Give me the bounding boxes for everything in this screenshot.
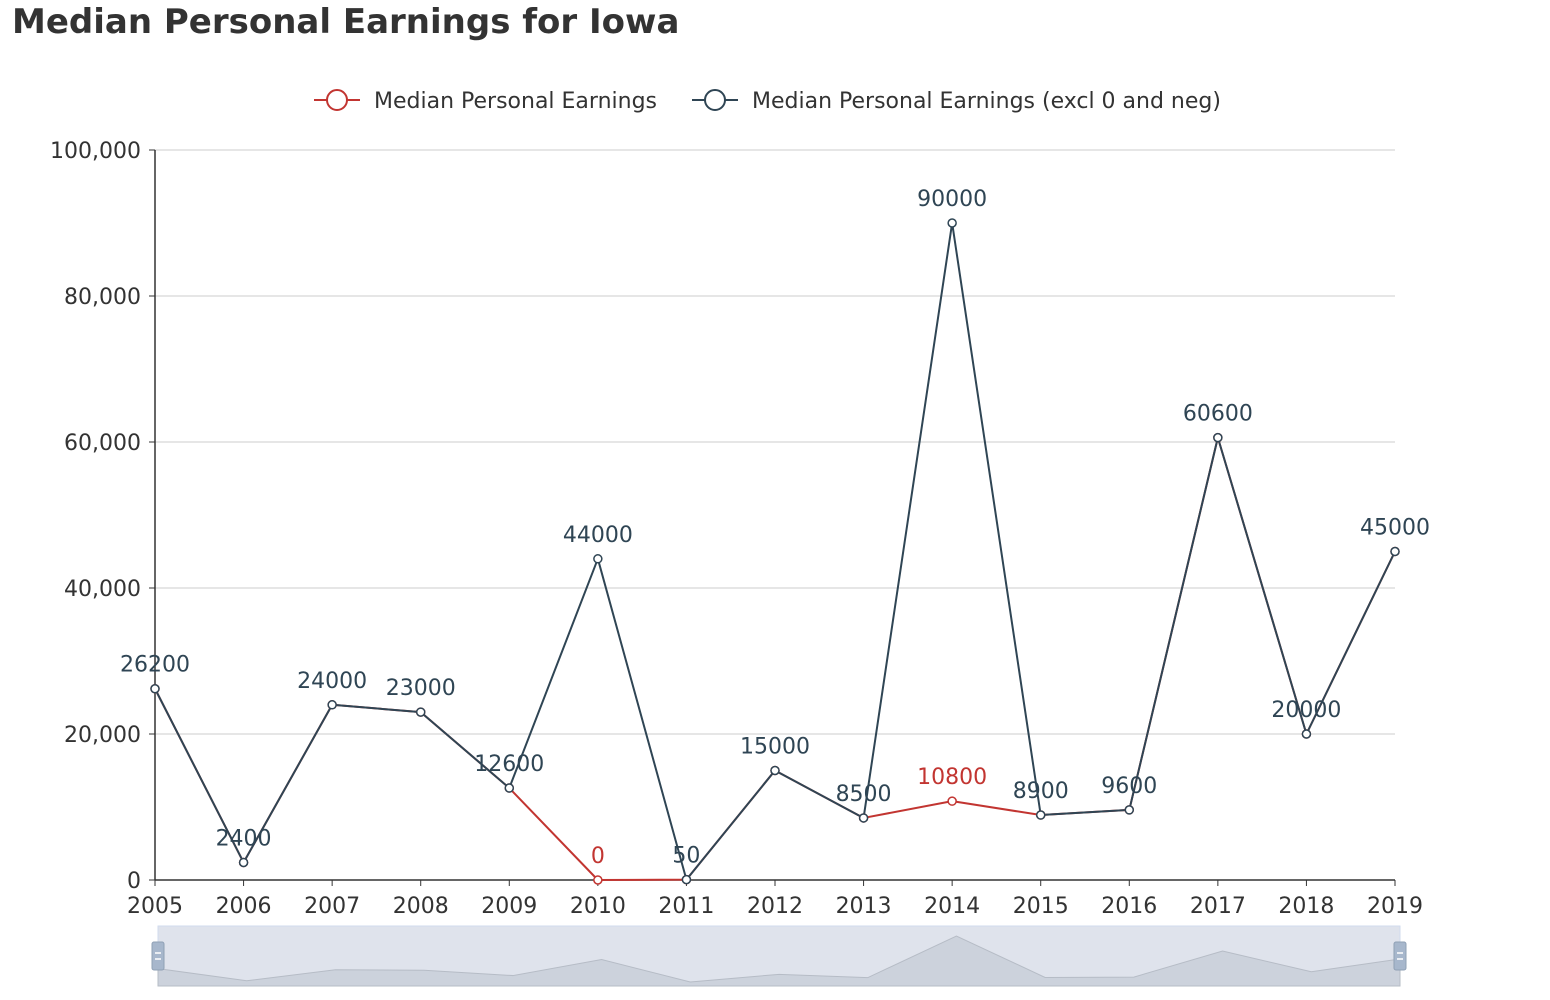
x-tick-label: 2015 (1013, 894, 1069, 919)
data-point (947, 796, 957, 806)
y-tick-label: 60,000 (64, 431, 141, 456)
data-label: 23000 (386, 676, 456, 701)
y-tick-label: 80,000 (64, 285, 141, 310)
zoom-preview-area (157, 935, 1401, 987)
handle-grip (1393, 941, 1407, 971)
series-layer (150, 218, 1400, 885)
data-zoom-slider[interactable] (151, 925, 1407, 987)
data-point (770, 765, 780, 776)
data-point (1390, 546, 1400, 557)
x-tick-label: 2010 (570, 894, 626, 919)
legend[interactable]: Median Personal Earnings Median Personal … (314, 89, 1221, 114)
y-tick-label: 100,000 (50, 139, 141, 164)
data-label: 50 (672, 844, 700, 869)
y-tick-label: 20,000 (64, 723, 141, 748)
data-label: 44000 (563, 523, 633, 548)
data-label: 8900 (1013, 779, 1069, 804)
data-point (415, 707, 426, 717)
legend-label: Median Personal Earnings (excl 0 and neg… (752, 89, 1221, 114)
y-tick-label: 0 (127, 869, 141, 894)
data-point (858, 813, 869, 823)
data-label: 2400 (216, 826, 272, 851)
legend-marker (326, 89, 348, 111)
data-labels: 26200 2400 24000 23000 12600 44000 50 15000 8500… (120, 187, 1430, 869)
data-label: 20000 (1271, 698, 1341, 723)
data-label: 15000 (740, 735, 810, 760)
data-label: 8500 (836, 782, 892, 807)
data-point (593, 875, 603, 885)
data-label: 10800 (917, 765, 987, 790)
data-point (593, 554, 603, 564)
axes: 0 20,000 40,000 60,000 80,000 100,000 2005 2006… (50, 139, 1423, 919)
data-point (238, 857, 249, 868)
grid-lines (155, 149, 1395, 735)
x-tick-label: 2013 (836, 894, 892, 919)
x-tick-label: 2007 (304, 894, 360, 919)
data-label: 60600 (1183, 402, 1253, 427)
data-point (1035, 810, 1046, 820)
data-label: 12600 (474, 752, 544, 777)
x-tick-label: 2009 (481, 894, 537, 919)
data-point (504, 783, 515, 793)
x-tick-label: 2005 (127, 894, 183, 919)
legend-item[interactable]: Median Personal Earnings (excl 0 and neg… (692, 89, 1221, 114)
series-line (154, 222, 1396, 881)
x-tick-label: 2018 (1278, 894, 1334, 919)
y-tick-label: 40,000 (64, 577, 141, 602)
data-point (150, 683, 160, 694)
data-label: 0 (591, 844, 605, 869)
data-point (681, 874, 692, 885)
legend-item[interactable]: Median Personal Earnings (314, 89, 657, 114)
x-tick-label: 2017 (1190, 894, 1246, 919)
handle-grip (151, 941, 165, 971)
chart-title: Median Personal Earnings for Iowa (12, 2, 680, 42)
x-tick-label: 2011 (658, 894, 714, 919)
data-label: 90000 (917, 187, 987, 212)
data-point (947, 218, 957, 228)
zoom-handle-right[interactable] (1393, 941, 1407, 971)
data-label: 24000 (297, 669, 367, 694)
x-tick-label: 2014 (924, 894, 980, 919)
data-point (327, 700, 337, 710)
x-tick-label: 2006 (216, 894, 272, 919)
legend-marker (704, 89, 726, 111)
x-tick-label: 2008 (393, 894, 449, 919)
data-point (1213, 432, 1223, 443)
data-point (1124, 805, 1135, 815)
series-line (154, 436, 1396, 881)
x-tick-label: 2019 (1367, 894, 1423, 919)
data-label: 26200 (120, 653, 190, 678)
x-tick-label: 2016 (1101, 894, 1157, 919)
data-label: 9600 (1101, 774, 1157, 799)
zoom-handle-left[interactable] (151, 941, 165, 971)
legend-label: Median Personal Earnings (374, 89, 657, 114)
x-tick-label: 2012 (747, 894, 803, 919)
data-point (1301, 729, 1312, 739)
data-label: 45000 (1360, 516, 1430, 541)
